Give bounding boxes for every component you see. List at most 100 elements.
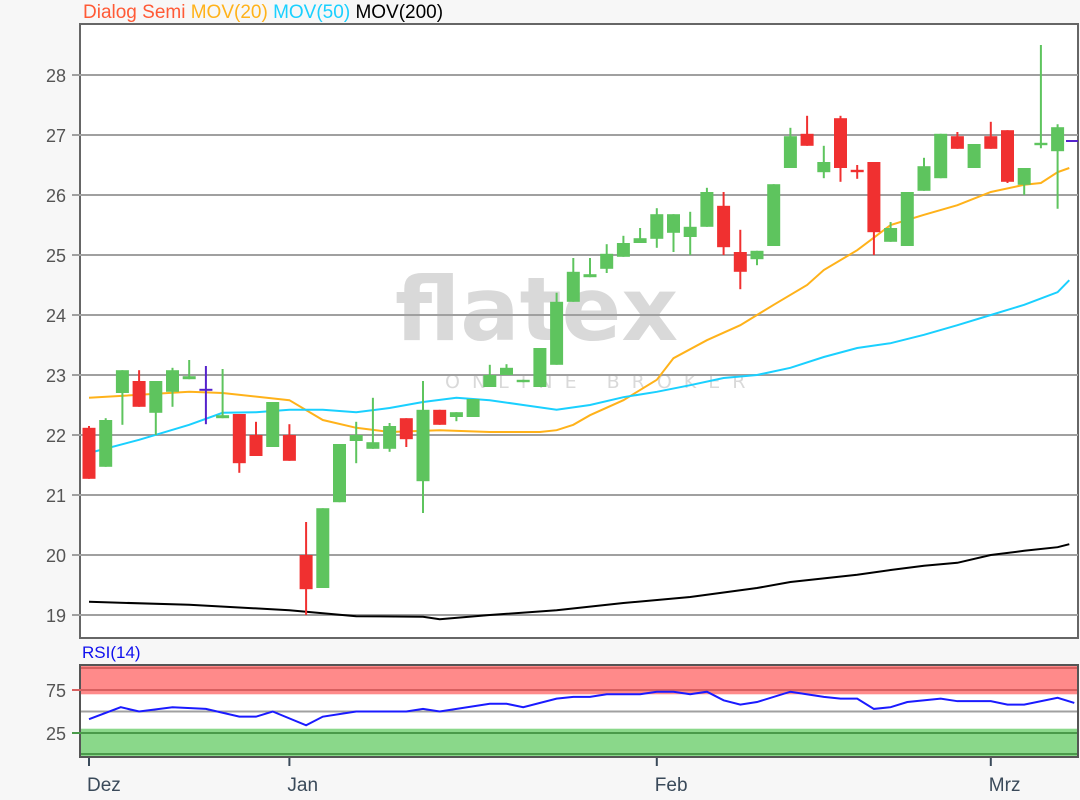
candle xyxy=(299,522,313,615)
y-tick-label: 23 xyxy=(46,366,66,386)
candle xyxy=(683,211,697,255)
candle-body xyxy=(884,228,898,242)
candle xyxy=(349,421,363,464)
candle xyxy=(884,222,898,242)
candle xyxy=(366,397,380,449)
candle xyxy=(800,115,814,146)
candle xyxy=(750,250,764,266)
candle xyxy=(166,367,179,407)
candle xyxy=(817,145,831,179)
candle-body xyxy=(1017,168,1031,185)
y-tick-label: 19 xyxy=(46,606,66,626)
candle xyxy=(667,214,680,252)
candle xyxy=(967,144,981,168)
candle-body xyxy=(216,415,230,419)
y-tick-label: 25 xyxy=(46,246,66,266)
watermark-tagline: ONLINE BROKER xyxy=(445,371,757,393)
watermark: flatex ONLINE BROKER xyxy=(395,258,757,393)
y-tick-label: 28 xyxy=(46,66,66,86)
candle-body xyxy=(433,409,447,425)
candle-body xyxy=(182,376,196,380)
candle-body xyxy=(416,409,430,482)
candle-body xyxy=(950,136,964,149)
candle xyxy=(650,208,664,248)
candle-body xyxy=(650,214,664,239)
x-tick-label: Dez xyxy=(87,775,121,796)
candle-body xyxy=(466,399,480,417)
legend-mov50: MOV(50) xyxy=(273,2,351,23)
candle-body xyxy=(750,250,764,260)
candle xyxy=(333,444,346,503)
candle xyxy=(266,402,280,447)
candle xyxy=(132,370,146,407)
rsi-tick-label: 75 xyxy=(46,681,66,701)
moving-average-line xyxy=(88,167,1070,434)
y-tick-label: 21 xyxy=(46,486,66,506)
candle xyxy=(416,381,430,513)
candle xyxy=(1034,45,1048,149)
candle-body xyxy=(984,136,998,149)
candle-body xyxy=(817,162,831,173)
candle-body xyxy=(633,238,647,243)
chart-legend: Dialog Semi MOV(20) MOV(50) MOV(200) xyxy=(83,2,443,24)
candle xyxy=(466,399,480,417)
candle xyxy=(1017,168,1031,195)
candle-body xyxy=(834,118,847,168)
candle xyxy=(917,157,931,191)
price-gridlines xyxy=(72,74,1078,616)
candle-body xyxy=(500,367,513,375)
candle-body xyxy=(700,192,714,227)
candle-body xyxy=(1051,127,1065,152)
candle-body xyxy=(1034,142,1048,146)
candle-body xyxy=(717,205,731,248)
candle-body xyxy=(800,133,814,146)
candle xyxy=(282,424,296,461)
candle xyxy=(199,366,213,425)
x-tick-label: Mrz xyxy=(989,775,1021,796)
candle xyxy=(700,187,714,227)
candle xyxy=(433,409,447,425)
candle xyxy=(1001,130,1014,183)
candle-body xyxy=(132,381,146,407)
candle-body xyxy=(917,166,931,191)
candle-body xyxy=(449,412,463,417)
candle xyxy=(232,414,246,473)
candle xyxy=(850,165,864,179)
rsi-tick-label: 25 xyxy=(46,724,66,744)
candle xyxy=(99,418,113,467)
moving-averages xyxy=(88,167,1071,621)
candle-body xyxy=(616,243,630,257)
candle-body xyxy=(249,435,263,456)
candle-body xyxy=(783,136,797,168)
candle xyxy=(533,348,547,387)
candle xyxy=(733,229,747,290)
candle xyxy=(900,192,914,246)
candle-body xyxy=(583,274,597,278)
candle-body xyxy=(99,420,113,467)
candle-body xyxy=(266,402,280,447)
candles xyxy=(82,45,1078,615)
rsi-panel-content: 25 75 xyxy=(46,666,1077,756)
candle-body xyxy=(399,418,413,440)
candle xyxy=(316,508,330,588)
candle-body xyxy=(232,414,246,464)
candle-body xyxy=(867,162,881,233)
candle xyxy=(82,426,96,479)
candle-body xyxy=(149,381,163,413)
candle-body xyxy=(600,253,614,269)
moving-average-line xyxy=(88,543,1070,621)
legend-price: Dialog Semi xyxy=(83,2,186,23)
candle-body xyxy=(850,169,864,173)
candle-body xyxy=(282,435,296,461)
candle xyxy=(1051,124,1065,209)
legend-mov20: MOV(20) xyxy=(190,2,268,23)
candle xyxy=(583,258,597,278)
candle xyxy=(383,423,397,452)
candle xyxy=(483,364,497,387)
candle xyxy=(633,228,647,243)
candle-body xyxy=(333,444,346,503)
candle xyxy=(767,184,781,246)
candle-body xyxy=(550,301,564,365)
candle-body xyxy=(566,271,580,302)
